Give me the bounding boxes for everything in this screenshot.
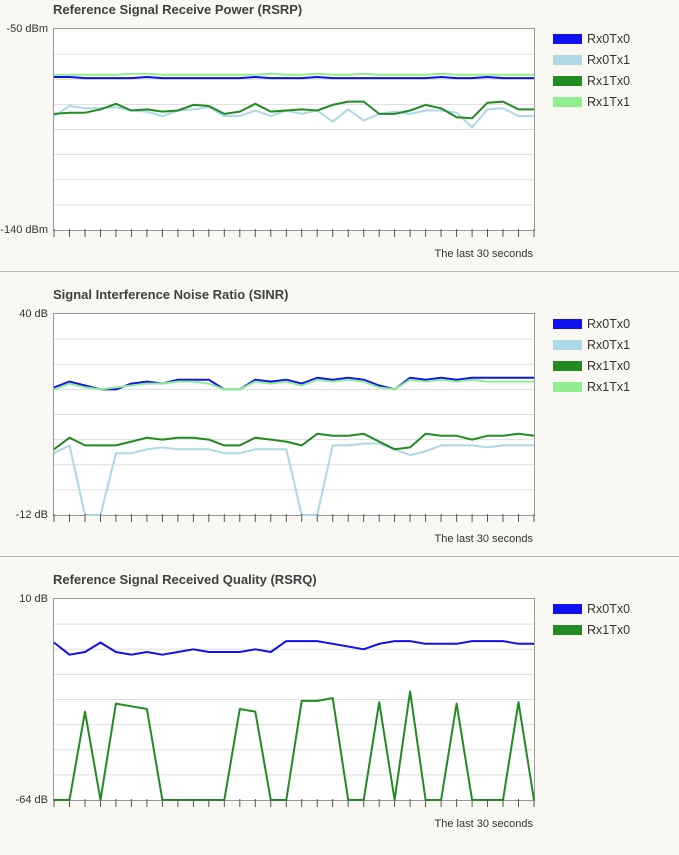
- divider: [0, 271, 679, 272]
- legend-swatch: [553, 318, 582, 329]
- legend-item: Rx1Tx1: [553, 91, 630, 112]
- rsrp-ymin-label: -140 dBm: [0, 224, 48, 236]
- legend-label: Rx1Tx0: [587, 358, 631, 373]
- rsrq-legend: Rx0Tx0 Rx1Tx0: [553, 598, 630, 640]
- sinr-x-ticks: [53, 514, 535, 522]
- rsrp-x-ticks: [53, 229, 535, 237]
- legend-item: Rx1Tx0: [553, 70, 630, 91]
- rsrp-plot: [53, 28, 535, 231]
- legend-label: Rx0Tx1: [587, 52, 631, 67]
- legend-label: Rx1Tx0: [587, 73, 631, 88]
- rsrq-plot: [53, 598, 535, 801]
- series-line-rx0tx0: [54, 76, 534, 80]
- legend-swatch: [553, 603, 582, 614]
- legend-swatch: [553, 339, 582, 350]
- legend-item: Rx0Tx1: [553, 334, 630, 355]
- legend-item: Rx0Tx1: [553, 49, 630, 70]
- legend-item: Rx0Tx0: [553, 313, 630, 334]
- divider: [0, 556, 679, 557]
- sinr-ymax-label: 40 dB: [19, 308, 48, 320]
- series-line-rx1tx0: [53, 432, 535, 451]
- rsrp-caption: The last 30 seconds: [434, 248, 533, 260]
- legend-swatch: [553, 54, 582, 65]
- sinr-section: Signal Interference Noise Ratio (SINR) 4…: [0, 285, 679, 570]
- legend-label: Rx1Tx1: [587, 379, 631, 394]
- legend-label: Rx0Tx0: [587, 601, 631, 616]
- series-line-rx0tx0: [53, 640, 534, 656]
- series-line-rx1tx1: [53, 378, 534, 391]
- sinr-legend: Rx0Tx0 Rx0Tx1 Rx1Tx0 Rx1Tx1: [553, 313, 630, 397]
- rsrp-title: Reference Signal Receive Power (RSRP): [53, 2, 303, 17]
- legend-swatch: [553, 96, 582, 107]
- series-line-rx0tx1: [53, 442, 534, 516]
- legend-swatch: [553, 33, 582, 44]
- sinr-plot: [53, 313, 535, 516]
- rsrp-section: Reference Signal Receive Power (RSRP) -5…: [0, 0, 679, 285]
- sinr-title: Signal Interference Noise Ratio (SINR): [53, 287, 289, 302]
- series-line-rx1tx0: [54, 690, 535, 801]
- legend-swatch: [553, 360, 582, 371]
- legend-label: Rx1Tx0: [587, 622, 631, 637]
- series-line-rx1tx0: [53, 100, 534, 120]
- rsrq-caption: The last 30 seconds: [434, 818, 533, 830]
- legend-swatch: [553, 75, 582, 86]
- series-line-rx1tx1: [54, 72, 534, 76]
- legend-item: Rx0Tx0: [553, 598, 630, 619]
- legend-item: Rx0Tx0: [553, 28, 630, 49]
- rsrp-legend: Rx0Tx0 Rx0Tx1 Rx1Tx0 Rx1Tx1: [553, 28, 630, 112]
- legend-swatch: [553, 624, 582, 635]
- legend-swatch: [553, 381, 582, 392]
- rsrq-title: Reference Signal Received Quality (RSRQ): [53, 572, 317, 587]
- legend-label: Rx0Tx0: [587, 316, 631, 331]
- legend-item: Rx1Tx0: [553, 619, 630, 640]
- rsrp-ymax-label: -50 dBm: [6, 23, 48, 35]
- legend-label: Rx0Tx1: [587, 337, 631, 352]
- legend-item: Rx1Tx1: [553, 376, 630, 397]
- rsrq-ymin-label: -64 dB: [15, 794, 48, 806]
- rsrq-x-ticks: [53, 799, 535, 807]
- rsrq-ymax-label: 10 dB: [19, 593, 48, 605]
- sinr-caption: The last 30 seconds: [434, 533, 533, 545]
- legend-item: Rx1Tx0: [553, 355, 630, 376]
- legend-label: Rx1Tx1: [587, 94, 631, 109]
- sinr-ymin-label: -12 dB: [15, 509, 48, 521]
- rsrq-section: Reference Signal Received Quality (RSRQ)…: [0, 570, 679, 855]
- legend-label: Rx0Tx0: [587, 31, 631, 46]
- series-line-rx0tx0: [53, 376, 534, 391]
